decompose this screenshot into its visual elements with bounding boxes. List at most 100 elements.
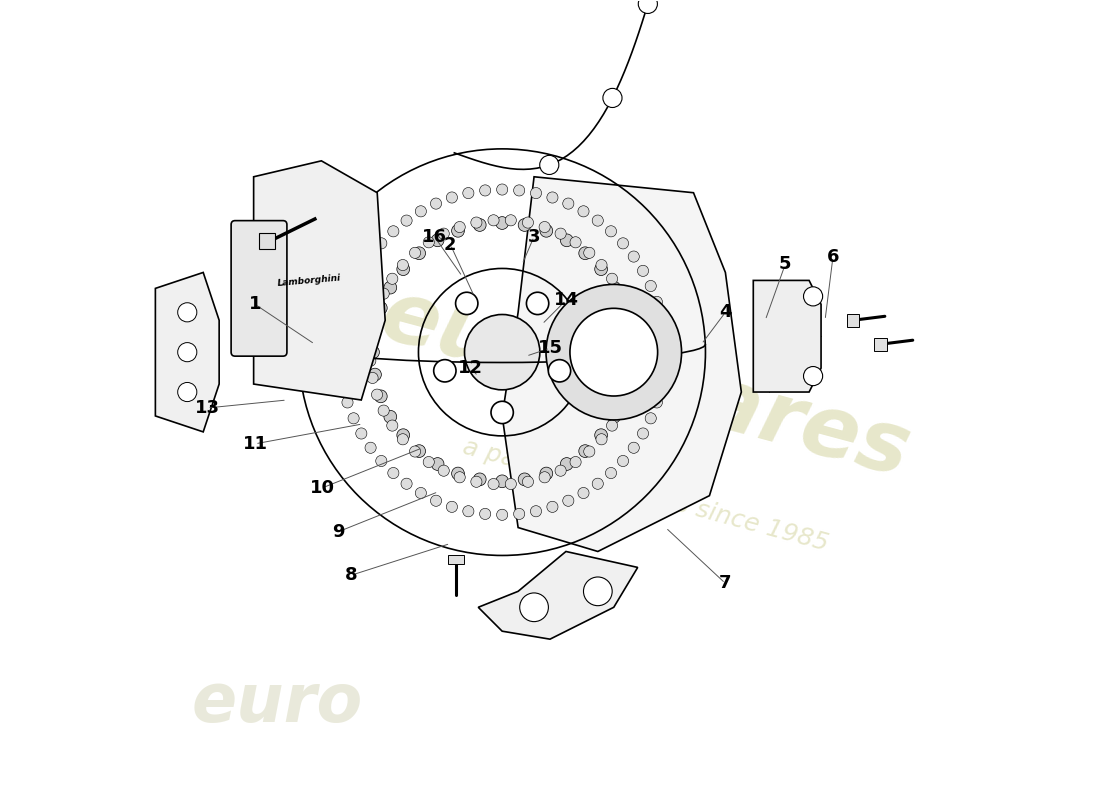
Circle shape — [628, 251, 639, 262]
Circle shape — [397, 262, 409, 275]
Circle shape — [628, 355, 639, 366]
Circle shape — [412, 247, 426, 260]
Circle shape — [338, 380, 349, 391]
Circle shape — [397, 434, 408, 445]
Circle shape — [452, 225, 464, 237]
Circle shape — [372, 389, 383, 400]
Circle shape — [803, 286, 823, 306]
Circle shape — [338, 313, 349, 324]
Circle shape — [402, 478, 412, 490]
Circle shape — [615, 405, 626, 416]
Circle shape — [617, 302, 630, 314]
Circle shape — [547, 502, 558, 513]
Bar — [258, 233, 275, 249]
Circle shape — [178, 302, 197, 322]
Circle shape — [488, 214, 499, 226]
Circle shape — [626, 321, 637, 332]
Circle shape — [595, 429, 607, 442]
Bar — [847, 314, 859, 326]
Circle shape — [473, 218, 486, 231]
Circle shape — [514, 185, 525, 196]
Circle shape — [397, 429, 409, 442]
Circle shape — [388, 226, 399, 237]
Circle shape — [334, 346, 345, 358]
Circle shape — [527, 292, 549, 314]
Circle shape — [595, 262, 607, 275]
Circle shape — [658, 330, 670, 341]
Circle shape — [480, 508, 491, 519]
Circle shape — [563, 198, 574, 209]
Circle shape — [463, 506, 474, 517]
Circle shape — [540, 467, 552, 480]
Circle shape — [496, 475, 508, 488]
Circle shape — [596, 259, 607, 270]
Circle shape — [416, 487, 427, 498]
Circle shape — [560, 458, 573, 470]
Circle shape — [651, 397, 662, 408]
Circle shape — [605, 467, 617, 478]
Text: 16: 16 — [422, 227, 447, 246]
Circle shape — [402, 215, 412, 226]
Circle shape — [546, 285, 682, 420]
Circle shape — [547, 192, 558, 203]
Circle shape — [480, 185, 491, 196]
Circle shape — [570, 308, 658, 396]
Circle shape — [471, 217, 482, 228]
Circle shape — [621, 304, 632, 315]
Circle shape — [646, 281, 657, 291]
Polygon shape — [754, 281, 821, 392]
Text: 10: 10 — [310, 478, 336, 497]
Circle shape — [656, 380, 667, 391]
Text: Lamborghini: Lamborghini — [277, 273, 342, 288]
Circle shape — [348, 281, 360, 291]
Circle shape — [570, 457, 581, 468]
FancyBboxPatch shape — [231, 221, 287, 356]
Circle shape — [651, 296, 662, 307]
Circle shape — [384, 410, 397, 423]
Circle shape — [637, 266, 649, 277]
Text: a passion for parts since 1985: a passion for parts since 1985 — [460, 435, 832, 556]
Circle shape — [431, 458, 444, 470]
Circle shape — [578, 206, 590, 217]
Circle shape — [368, 323, 382, 336]
Circle shape — [579, 445, 592, 458]
Circle shape — [605, 226, 617, 237]
Circle shape — [376, 455, 387, 466]
Circle shape — [496, 217, 508, 230]
Circle shape — [656, 313, 667, 324]
Circle shape — [592, 215, 603, 226]
Circle shape — [617, 390, 630, 402]
Circle shape — [496, 184, 508, 195]
Circle shape — [348, 413, 360, 424]
Circle shape — [518, 473, 531, 486]
Circle shape — [178, 342, 197, 362]
Circle shape — [409, 247, 420, 258]
Circle shape — [438, 228, 449, 239]
Circle shape — [646, 413, 657, 424]
Text: 1: 1 — [249, 295, 262, 314]
Circle shape — [570, 237, 581, 248]
Circle shape — [505, 214, 516, 226]
Circle shape — [342, 296, 353, 307]
Circle shape — [387, 273, 398, 284]
Circle shape — [540, 225, 552, 237]
Circle shape — [617, 238, 628, 249]
Circle shape — [621, 389, 632, 400]
Circle shape — [556, 228, 566, 239]
Circle shape — [539, 222, 550, 233]
Circle shape — [355, 266, 367, 277]
Circle shape — [365, 251, 376, 262]
Circle shape — [625, 346, 638, 358]
Circle shape — [615, 288, 626, 299]
Circle shape — [178, 382, 197, 402]
Circle shape — [374, 390, 387, 402]
Circle shape — [505, 478, 516, 490]
Circle shape — [454, 222, 465, 233]
Circle shape — [628, 338, 639, 349]
Circle shape — [334, 363, 346, 374]
Circle shape — [409, 446, 420, 457]
Circle shape — [416, 206, 427, 217]
Circle shape — [463, 187, 474, 198]
Circle shape — [384, 282, 397, 294]
Circle shape — [397, 259, 408, 270]
